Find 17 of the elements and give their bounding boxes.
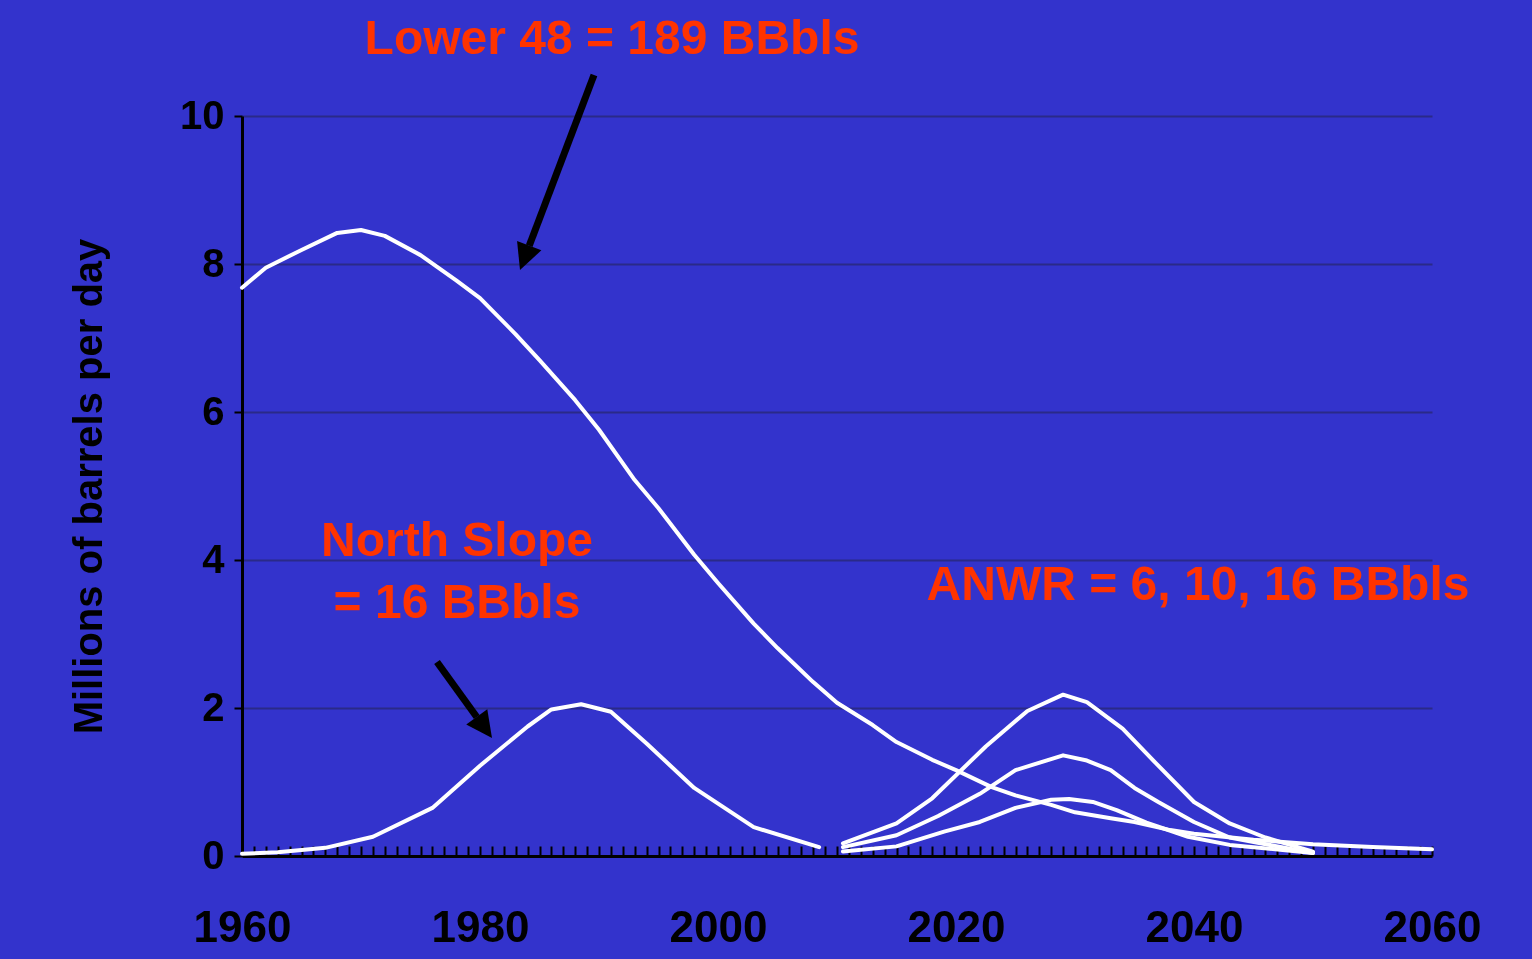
y-tick-label: 4 <box>202 536 226 581</box>
x-tick-label: 2000 <box>669 901 768 951</box>
y-axis-title: Millions of barrels per day <box>66 237 111 735</box>
text: Lower 48 = 189 BBbls <box>364 11 860 64</box>
y-tick-label: 2 <box>202 684 225 729</box>
x-tick-label: 2040 <box>1145 901 1244 951</box>
x-tick-label: 1960 <box>193 901 292 951</box>
x-tick-label: 2060 <box>1383 901 1482 951</box>
y-tick-label: 6 <box>202 388 225 433</box>
annotation: North Slope = 16 BBbls <box>321 513 593 628</box>
x-tick-label: 1980 <box>431 901 530 951</box>
x-tick-label: 2020 <box>907 901 1006 951</box>
y-tick-label: 0 <box>202 832 225 877</box>
line-series <box>240 702 822 856</box>
y-tick-label: 10 <box>180 92 225 137</box>
annotation: ANWR = 6, 10, 16 BBbls <box>926 557 1470 610</box>
y-tick-label: 8 <box>202 240 225 285</box>
